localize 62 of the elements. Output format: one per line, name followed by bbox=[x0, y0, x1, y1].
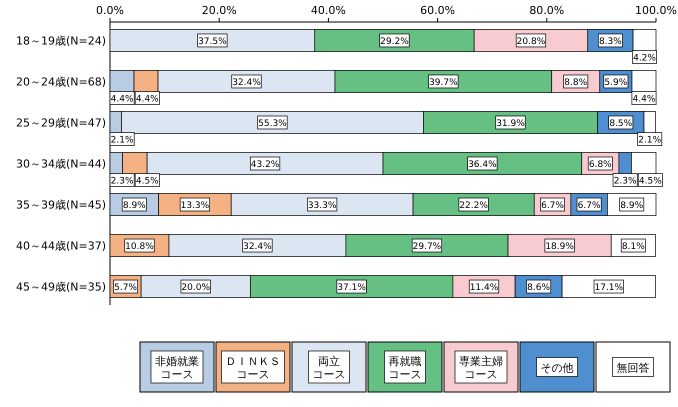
data-label: 11.4% bbox=[470, 283, 499, 294]
data-label: 37.5% bbox=[198, 36, 228, 47]
data-label: 17.1% bbox=[594, 283, 624, 294]
data-label: 18.9% bbox=[545, 242, 574, 252]
data-label: 4.4% bbox=[110, 94, 134, 105]
x-tick-label: 20.0% bbox=[202, 4, 237, 17]
text: その他 bbox=[540, 362, 574, 374]
data-label: 6.7% bbox=[578, 201, 601, 212]
text: 再就職コース bbox=[388, 355, 422, 381]
text: ＤＩＮＫＳコース bbox=[226, 355, 280, 381]
x-tick-label: 100.0% bbox=[635, 4, 677, 17]
data-label: 5.9% bbox=[604, 78, 628, 88]
data-label: 4.4% bbox=[632, 94, 656, 105]
data-label: 31.9% bbox=[496, 118, 526, 129]
data-label: 6.8% bbox=[588, 160, 612, 170]
text: 専業主婦コース bbox=[459, 355, 503, 381]
data-label: 8.5% bbox=[609, 118, 633, 129]
data-label: 32.4% bbox=[243, 242, 272, 252]
data-label: 8.8% bbox=[564, 78, 588, 88]
y-tick-label: 25～29歳(N=47) bbox=[16, 116, 106, 130]
data-label: 20.0% bbox=[181, 283, 210, 294]
data-label: 37.1% bbox=[337, 283, 366, 294]
data-label: 13.3% bbox=[180, 201, 210, 212]
data-label: 29.7% bbox=[412, 242, 442, 252]
x-tick-label: 80.0% bbox=[529, 4, 564, 17]
text: 両立コース bbox=[312, 355, 346, 381]
text: 無回答 bbox=[616, 362, 650, 374]
x-tick-label: 60.0% bbox=[420, 4, 456, 17]
data-label: 4.5% bbox=[136, 176, 160, 187]
data-label: 2.3% bbox=[614, 176, 638, 187]
y-tick-label: 35～39歳(N=45) bbox=[16, 198, 106, 212]
data-label: 2.1% bbox=[638, 136, 662, 146]
x-tick-label: 0.0% bbox=[96, 4, 124, 17]
x-tick-label: 40.0% bbox=[310, 4, 346, 17]
data-label: 22.2% bbox=[459, 201, 488, 212]
y-tick-label: 45～49歳(N=35) bbox=[16, 280, 106, 294]
data-label: 8.9% bbox=[620, 201, 644, 212]
data-label: 8.3% bbox=[598, 36, 622, 47]
data-label: 39.7% bbox=[429, 78, 458, 88]
data-label: 5.7% bbox=[114, 283, 138, 294]
data-label: 32.4% bbox=[232, 78, 262, 88]
data-label: 10.8% bbox=[125, 242, 154, 252]
data-label: 8.6% bbox=[527, 283, 550, 294]
data-label: 43.2% bbox=[250, 160, 280, 170]
data-label: 29.2% bbox=[380, 36, 410, 47]
data-label: 20.8% bbox=[516, 36, 546, 47]
y-tick-label: 40～44歳(N=37) bbox=[16, 240, 106, 253]
y-tick-label: 18～19歳(N=24) bbox=[16, 34, 106, 48]
data-label: 6.7% bbox=[541, 201, 564, 212]
data-label: 2.3% bbox=[110, 176, 134, 187]
data-label: 2.1% bbox=[110, 136, 134, 146]
data-label: 8.9% bbox=[122, 201, 146, 212]
data-label: 8.1% bbox=[622, 242, 646, 252]
text: 非婚就業コース bbox=[155, 355, 199, 381]
y-tick-label: 20～24歳(N=68) bbox=[16, 75, 106, 88]
data-label: 4.5% bbox=[638, 176, 662, 187]
y-tick-label: 30～34歳(N=44) bbox=[16, 158, 106, 170]
data-label: 4.4% bbox=[136, 94, 160, 105]
data-label: 33.3% bbox=[308, 201, 337, 212]
data-label: 36.4% bbox=[468, 160, 498, 170]
data-label: 4.2% bbox=[633, 54, 656, 64]
data-label: 55.3% bbox=[258, 118, 288, 129]
